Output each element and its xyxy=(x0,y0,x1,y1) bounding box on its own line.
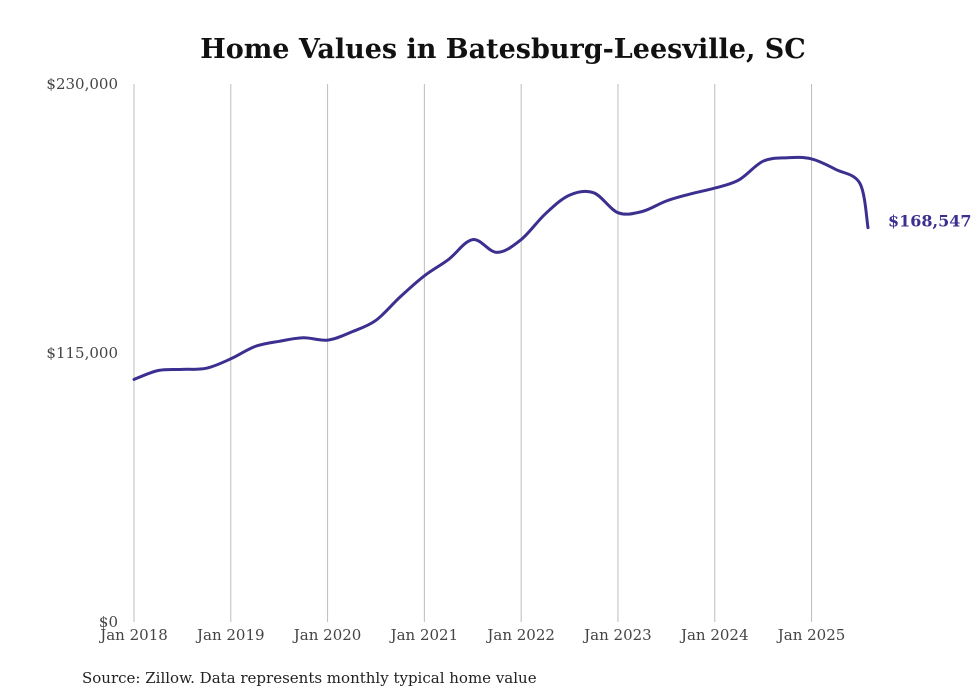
x-tick-label: Jan 2025 xyxy=(776,626,846,644)
x-tick-label: Jan 2020 xyxy=(292,626,362,644)
home-value-line xyxy=(132,155,870,381)
end-value-label: $168,547 xyxy=(888,212,972,231)
y-axis-ticks: $0 $115,000 $230,000 xyxy=(46,75,118,631)
chart-title: Home Values in Batesburg-Leesville, SC xyxy=(200,34,806,65)
x-tick-label: Jan 2024 xyxy=(679,626,749,644)
y-tick-label: $115,000 xyxy=(46,344,118,362)
y-tick-label: $0 xyxy=(99,613,118,631)
x-tick-label: Jan 2018 xyxy=(98,626,168,644)
x-tick-label: Jan 2023 xyxy=(582,626,652,644)
x-tick-label: Jan 2021 xyxy=(389,626,459,644)
x-axis-ticks: Jan 2018 Jan 2019 Jan 2020 Jan 2021 Jan 2022… xyxy=(98,626,845,644)
vertical-gridlines xyxy=(133,84,813,622)
y-tick-label: $230,000 xyxy=(46,75,118,93)
source-note: Source: Zillow. Data represents monthly … xyxy=(82,669,537,687)
x-tick-label: Jan 2022 xyxy=(485,626,555,644)
x-tick-label: Jan 2019 xyxy=(195,626,265,644)
